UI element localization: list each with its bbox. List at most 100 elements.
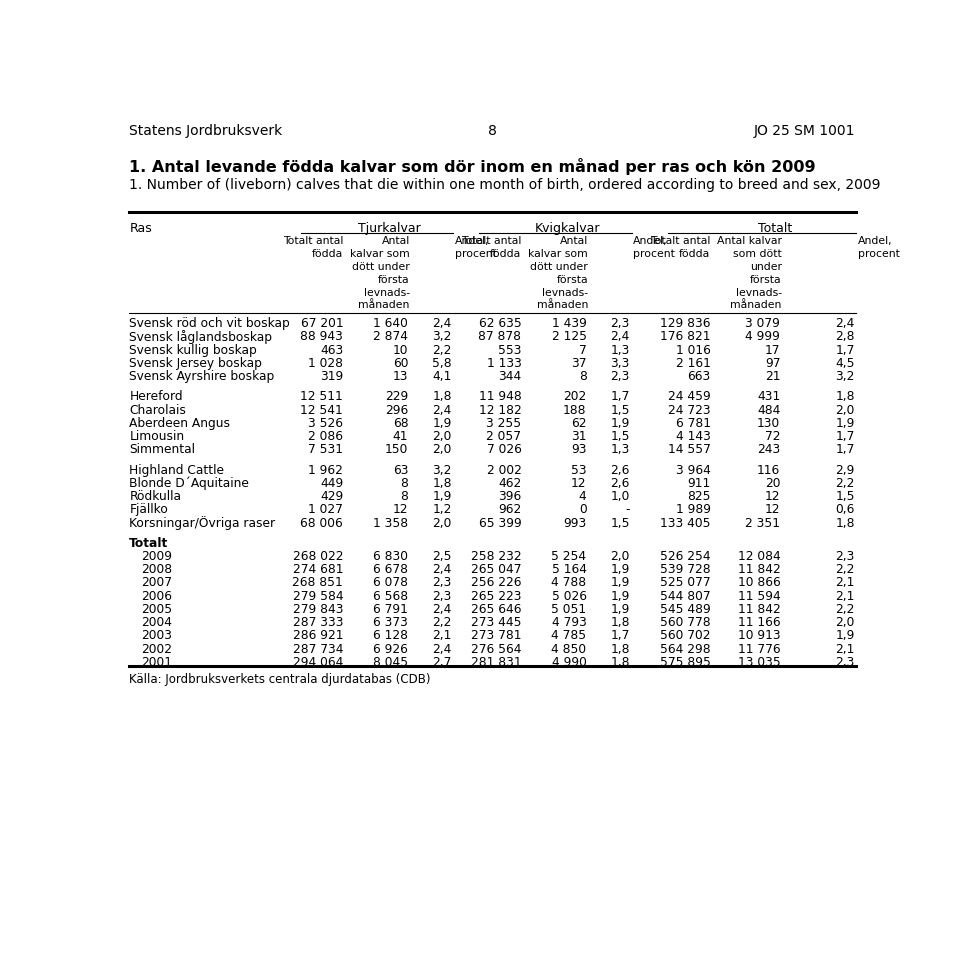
Text: 1,9: 1,9 xyxy=(432,490,452,503)
Text: 3,3: 3,3 xyxy=(611,357,630,370)
Text: 1,5: 1,5 xyxy=(611,516,630,530)
Text: 2,3: 2,3 xyxy=(432,576,452,590)
Text: 4 785: 4 785 xyxy=(551,629,587,642)
Text: 6 078: 6 078 xyxy=(373,576,408,590)
Text: 6 568: 6 568 xyxy=(373,590,408,602)
Text: 4,5: 4,5 xyxy=(835,357,854,370)
Text: 564 298: 564 298 xyxy=(660,642,710,656)
Text: 12: 12 xyxy=(765,490,780,503)
Text: 279 584: 279 584 xyxy=(293,590,344,602)
Text: 1,7: 1,7 xyxy=(835,430,854,444)
Text: 3 255: 3 255 xyxy=(487,417,521,430)
Text: 1,8: 1,8 xyxy=(432,390,452,403)
Text: 273 781: 273 781 xyxy=(471,629,521,642)
Text: 2,6: 2,6 xyxy=(611,477,630,489)
Text: 2,4: 2,4 xyxy=(432,563,452,576)
Text: 1,8: 1,8 xyxy=(835,390,854,403)
Text: 279 843: 279 843 xyxy=(293,603,344,616)
Text: 1 028: 1 028 xyxy=(308,357,344,370)
Text: Limousin: Limousin xyxy=(130,430,184,444)
Text: 1,3: 1,3 xyxy=(611,444,630,456)
Text: 4: 4 xyxy=(579,490,587,503)
Text: 65 399: 65 399 xyxy=(479,516,521,530)
Text: 663: 663 xyxy=(687,370,710,383)
Text: 1,9: 1,9 xyxy=(835,629,854,642)
Text: Korsningar/Övriga raser: Korsningar/Övriga raser xyxy=(130,516,276,531)
Text: 2,2: 2,2 xyxy=(835,603,854,616)
Text: 396: 396 xyxy=(498,490,521,503)
Text: Andel,
procent: Andel, procent xyxy=(858,236,900,259)
Text: Simmental: Simmental xyxy=(130,444,195,456)
Text: 2,4: 2,4 xyxy=(432,642,452,656)
Text: 10: 10 xyxy=(393,344,408,357)
Text: 116: 116 xyxy=(757,464,780,476)
Text: 11 776: 11 776 xyxy=(737,642,780,656)
Text: 1,8: 1,8 xyxy=(835,516,854,530)
Text: 1,9: 1,9 xyxy=(611,590,630,602)
Text: 3,2: 3,2 xyxy=(432,464,452,476)
Text: Svensk låglandsboskap: Svensk låglandsboskap xyxy=(130,331,273,344)
Text: 13: 13 xyxy=(393,370,408,383)
Text: Totalt antal
födda: Totalt antal födda xyxy=(650,236,710,259)
Text: 993: 993 xyxy=(564,516,587,530)
Text: 7 531: 7 531 xyxy=(308,444,344,456)
Text: 10 913: 10 913 xyxy=(737,629,780,642)
Text: Antal
kalvar som
dött under
första
levnads-
månaden: Antal kalvar som dött under första levna… xyxy=(350,236,410,311)
Text: 2,0: 2,0 xyxy=(432,516,452,530)
Text: 544 807: 544 807 xyxy=(660,590,710,602)
Text: 2,1: 2,1 xyxy=(432,629,452,642)
Text: 2,4: 2,4 xyxy=(611,331,630,343)
Text: 2,0: 2,0 xyxy=(835,617,854,629)
Text: 2009: 2009 xyxy=(141,550,172,563)
Text: 8: 8 xyxy=(579,370,587,383)
Text: 2,3: 2,3 xyxy=(611,317,630,330)
Text: Källa: Jordbruksverkets centrala djurdatabas (CDB): Källa: Jordbruksverkets centrala djurdat… xyxy=(130,673,431,686)
Text: 8: 8 xyxy=(400,490,408,503)
Text: 3 526: 3 526 xyxy=(308,417,344,430)
Text: 2,0: 2,0 xyxy=(835,403,854,417)
Text: Blonde D´Aquitaine: Blonde D´Aquitaine xyxy=(130,477,250,490)
Text: 256 226: 256 226 xyxy=(471,576,521,590)
Text: 3,2: 3,2 xyxy=(835,370,854,383)
Text: 276 564: 276 564 xyxy=(471,642,521,656)
Text: 12 511: 12 511 xyxy=(300,390,344,403)
Text: 8: 8 xyxy=(400,477,408,489)
Text: 2005: 2005 xyxy=(141,603,172,616)
Text: Fjällko: Fjällko xyxy=(130,503,168,516)
Text: 2,0: 2,0 xyxy=(432,430,452,444)
Text: 2,4: 2,4 xyxy=(835,317,854,330)
Text: Highland Cattle: Highland Cattle xyxy=(130,464,225,476)
Text: 12: 12 xyxy=(393,503,408,516)
Text: 62: 62 xyxy=(571,417,587,430)
Text: 2006: 2006 xyxy=(141,590,172,602)
Text: 2,2: 2,2 xyxy=(835,477,854,489)
Text: 287 333: 287 333 xyxy=(293,617,344,629)
Text: Charolais: Charolais xyxy=(130,403,186,417)
Text: 6 791: 6 791 xyxy=(373,603,408,616)
Text: 17: 17 xyxy=(765,344,780,357)
Text: 6 830: 6 830 xyxy=(373,550,408,563)
Text: 1,5: 1,5 xyxy=(611,430,630,444)
Text: 5,8: 5,8 xyxy=(432,357,452,370)
Text: 319: 319 xyxy=(320,370,344,383)
Text: 2,6: 2,6 xyxy=(611,464,630,476)
Text: 1,3: 1,3 xyxy=(611,344,630,357)
Text: 12 541: 12 541 xyxy=(300,403,344,417)
Text: 344: 344 xyxy=(498,370,521,383)
Text: 962: 962 xyxy=(498,503,521,516)
Text: Andel,
procent: Andel, procent xyxy=(633,236,675,259)
Text: 2,9: 2,9 xyxy=(835,464,854,476)
Text: 67 201: 67 201 xyxy=(300,317,344,330)
Text: 1,5: 1,5 xyxy=(835,490,854,503)
Text: Svensk Ayrshire boskap: Svensk Ayrshire boskap xyxy=(130,370,275,383)
Text: 2 002: 2 002 xyxy=(487,464,521,476)
Text: 10 866: 10 866 xyxy=(737,576,780,590)
Text: 294 064: 294 064 xyxy=(293,656,344,669)
Text: 553: 553 xyxy=(498,344,521,357)
Text: 12 084: 12 084 xyxy=(737,550,780,563)
Text: 2 161: 2 161 xyxy=(676,357,710,370)
Text: 4 788: 4 788 xyxy=(551,576,587,590)
Text: Rödkulla: Rödkulla xyxy=(130,490,181,503)
Text: 8 045: 8 045 xyxy=(373,656,408,669)
Text: 5 254: 5 254 xyxy=(551,550,587,563)
